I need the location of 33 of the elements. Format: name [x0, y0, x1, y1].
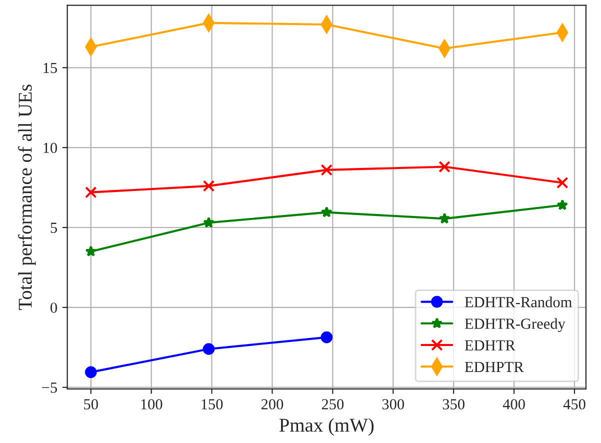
point	[556, 199, 568, 210]
x-tick-label: 300	[382, 399, 404, 410]
x-tick-label: 150	[202, 399, 223, 410]
y-tick-label: 15	[44, 62, 57, 74]
x-tick-label: 450	[563, 399, 586, 410]
point	[320, 164, 333, 176]
x-axis-title: Pmax (mW)	[279, 418, 374, 436]
point	[202, 180, 215, 192]
y-tick-label: 5	[50, 222, 57, 233]
y-tick-label: −5	[42, 382, 57, 393]
point	[556, 176, 568, 189]
point	[438, 212, 450, 224]
legend-label: EDHTR	[464, 340, 516, 350]
y-tick-label: 10	[44, 142, 58, 154]
x-tick-label: 350	[442, 399, 464, 410]
point	[84, 186, 97, 198]
y-axis-title: Total performance of all UEs	[18, 84, 36, 310]
point	[203, 216, 214, 228]
point	[320, 206, 332, 218]
point	[84, 366, 97, 378]
x-tick-label: 50	[84, 399, 98, 410]
y-tick-label: 0	[50, 302, 58, 313]
x-tick-label: 100	[141, 399, 162, 410]
point	[320, 331, 333, 344]
x-tick-label: 250	[322, 399, 344, 410]
legend-label: EDHTR-Greedy	[464, 318, 566, 332]
point	[438, 160, 450, 173]
x-tick-label: 400	[502, 399, 525, 410]
point	[85, 246, 97, 256]
point	[202, 343, 215, 355]
x-tick-label: 200	[261, 399, 284, 410]
legend-label: EDHTR-Random	[464, 296, 572, 308]
legend-label: EDHPTR	[464, 362, 524, 372]
